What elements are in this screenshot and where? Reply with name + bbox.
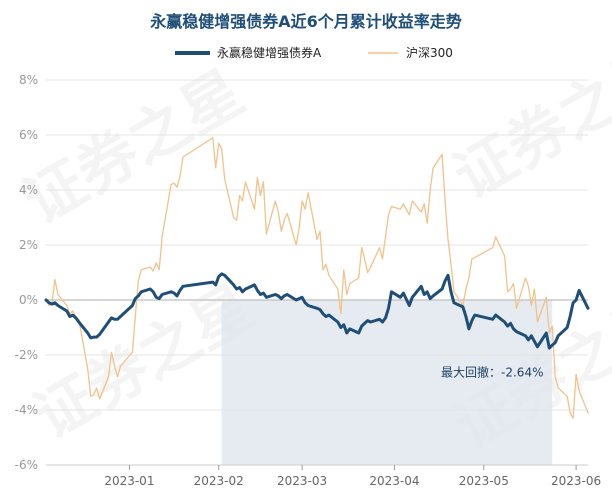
y-tick-label: -2% (15, 348, 38, 362)
y-tick-label: 4% (19, 183, 38, 197)
y-tick-label: 6% (19, 128, 38, 142)
max-drawdown-region (221, 300, 553, 465)
x-axis: 2023-01 2023-02 2023-03 2023-04 2023-05 2023-… (46, 464, 601, 488)
x-tick-label: 2023-06 (551, 474, 601, 488)
x-tick-label: 2023-02 (194, 474, 244, 488)
x-tick-label: 2023-04 (369, 474, 419, 488)
x-tick-label: 2023-03 (277, 474, 327, 488)
series-line-index (45, 137, 589, 419)
drawdown-layer (221, 300, 553, 465)
chart-title: 永赢稳健增强债券A近6个月累计收益率走势 (149, 12, 462, 31)
legend-label-fund: 永赢稳健增强债券A (217, 45, 322, 60)
legend: 永赢稳健增强债券A 沪深300 (175, 45, 453, 60)
watermark: 证券之星 (443, 32, 612, 213)
y-tick-label: -6% (15, 458, 38, 472)
watermark: 证券之星 (13, 57, 256, 238)
x-tick-label: 2023-01 (104, 474, 154, 488)
y-tick-label: 0% (19, 293, 38, 307)
y-axis: 8% 6% 4% 2% 0% -2% -4% -6% (15, 73, 38, 472)
series-line-fund (44, 272, 590, 350)
max-drawdown-label: 最大回撤：-2.64% (441, 365, 543, 380)
legend-label-index: 沪深300 (406, 46, 453, 60)
series-layer (44, 137, 590, 419)
x-tick-label: 2023-05 (459, 474, 509, 488)
y-tick-label: -4% (15, 403, 38, 417)
y-tick-label: 2% (19, 238, 38, 252)
y-tick-label: 8% (19, 73, 38, 87)
